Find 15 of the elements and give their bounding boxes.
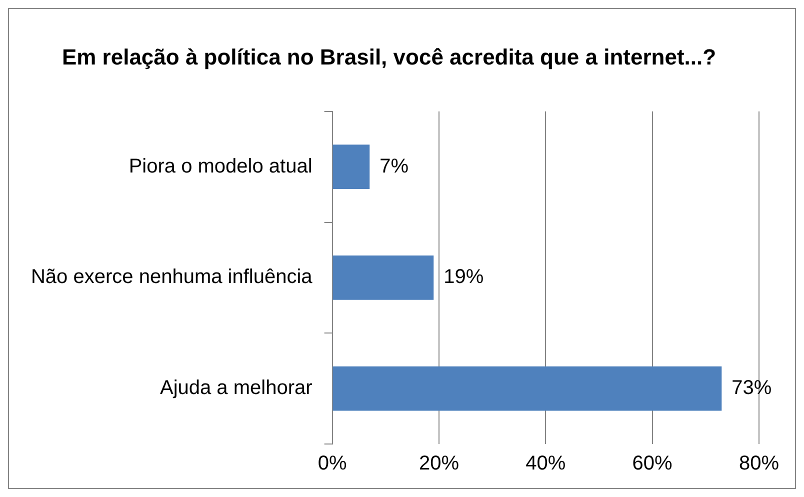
data-label: 19% bbox=[444, 266, 484, 288]
y-tick-label: Ajuda a melhorar bbox=[160, 377, 313, 400]
bar bbox=[332, 144, 370, 190]
x-tick-label: 60% bbox=[632, 452, 673, 475]
y-tick-label: Não exerce nenhuma influência bbox=[30, 266, 314, 288]
chart-title: Em relação à política no Brasil, você acredita que a internet...? bbox=[62, 44, 716, 70]
bar bbox=[332, 366, 722, 411]
x-tick-label: 40% bbox=[526, 452, 566, 475]
y-tick-label: Piora o modelo atual bbox=[128, 155, 312, 178]
data-label: 73% bbox=[732, 377, 772, 400]
x-tick-label: 20% bbox=[418, 452, 460, 475]
data-label: 7% bbox=[380, 155, 409, 178]
x-tick-label: 0% bbox=[318, 452, 347, 475]
bar bbox=[332, 256, 434, 300]
x-tick-label: 80% bbox=[738, 452, 780, 475]
